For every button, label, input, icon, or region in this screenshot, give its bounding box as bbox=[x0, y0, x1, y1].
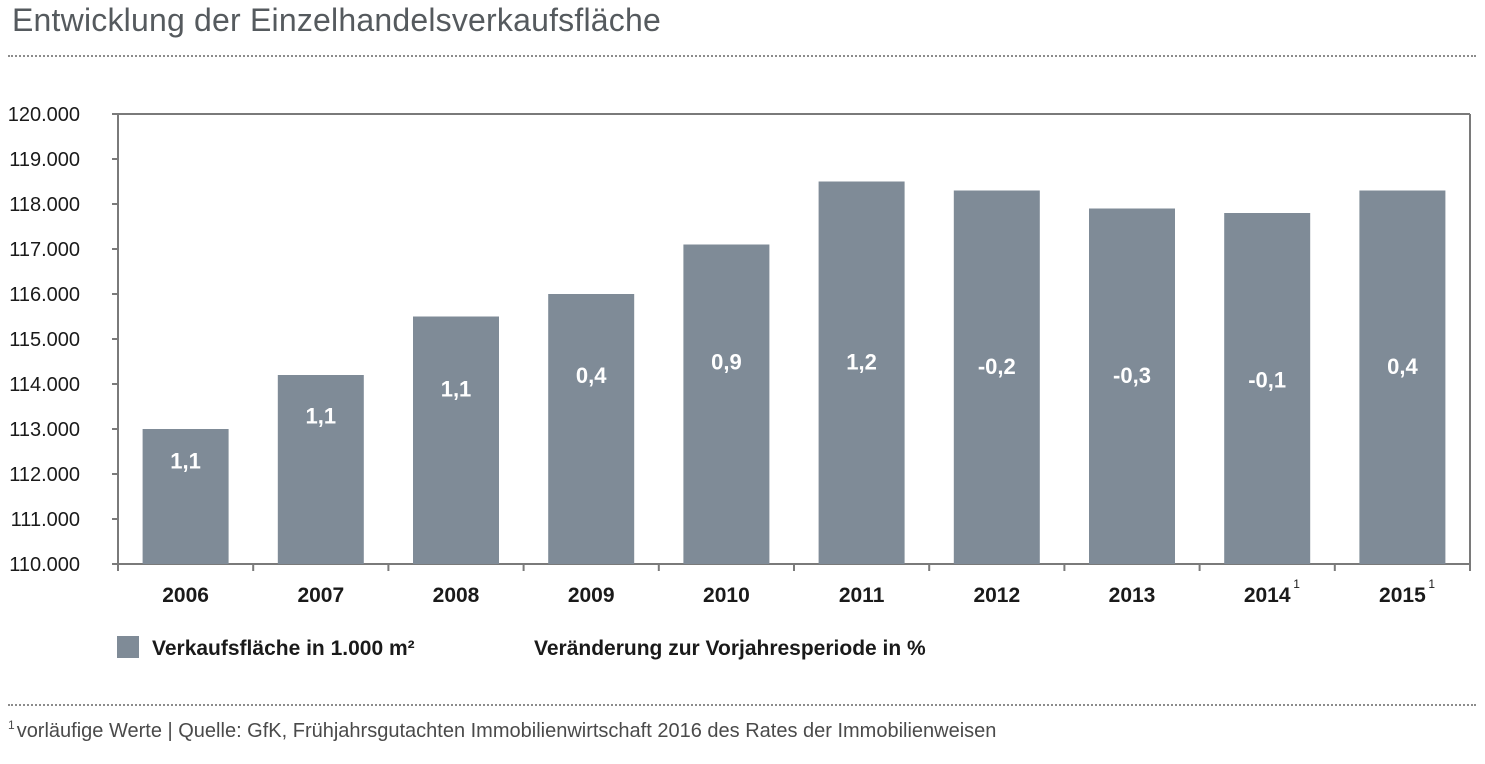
bar-change-label: 1,1 bbox=[441, 377, 472, 402]
bar bbox=[277, 375, 364, 564]
legend-swatch bbox=[117, 636, 139, 658]
bar-chart: 110.000 111.000 112.000 113.000 114.000 115.0… bbox=[8, 104, 1471, 660]
chart-title: Entwicklung der Einzelhandelsverkaufsflä… bbox=[12, 2, 661, 38]
y-tick-label: 118.000 bbox=[9, 194, 80, 216]
bar-change-label: -0,3 bbox=[1113, 363, 1151, 388]
y-tick-label: 110.000 bbox=[9, 554, 80, 576]
x-tick-label: 2014 bbox=[1244, 584, 1291, 607]
x-tick-label: 2008 bbox=[433, 584, 480, 607]
x-tick-label: 2007 bbox=[297, 584, 344, 607]
y-tick-label: 120.000 bbox=[8, 104, 80, 126]
bar-change-label: 1,1 bbox=[306, 404, 337, 429]
bar bbox=[953, 190, 1040, 564]
x-tick-superscript: 1 bbox=[1293, 577, 1300, 591]
bar bbox=[142, 429, 229, 564]
x-tick-label: 2015 bbox=[1379, 584, 1426, 607]
footnote-divider bbox=[8, 704, 1476, 706]
y-tick-label: 115.000 bbox=[9, 329, 80, 351]
x-tick-superscript: 1 bbox=[1428, 577, 1435, 591]
footnote: 1 vorläufige Werte | Quelle: GfK, Frühjah… bbox=[8, 718, 996, 743]
x-tick-label: 2011 bbox=[839, 584, 885, 607]
x-tick-label: 2010 bbox=[703, 584, 750, 607]
bar bbox=[1224, 213, 1311, 564]
y-tick-label: 112.000 bbox=[9, 464, 80, 486]
x-tick-label: 2006 bbox=[162, 584, 209, 607]
y-tick-label: 117.000 bbox=[9, 239, 80, 261]
bar bbox=[683, 244, 770, 564]
title-divider bbox=[8, 55, 1476, 57]
bar bbox=[1359, 190, 1446, 564]
bar bbox=[413, 316, 499, 564]
y-tick-label: 116.000 bbox=[9, 284, 80, 306]
footnote-text: vorläufige Werte | Quelle: GfK, Frühjahr… bbox=[16, 720, 997, 742]
x-tick-label: 2009 bbox=[568, 584, 615, 607]
bar-change-label: 0,4 bbox=[1387, 354, 1418, 379]
bar-change-label: 0,4 bbox=[576, 363, 607, 388]
bar-change-label: 1,1 bbox=[170, 449, 201, 474]
y-tick-label: 111.000 bbox=[11, 509, 80, 531]
y-tick-label: 119.000 bbox=[9, 149, 80, 171]
bar-change-label: 1,2 bbox=[846, 350, 877, 375]
bar bbox=[548, 294, 635, 564]
x-tick-label: 2012 bbox=[973, 584, 1020, 607]
bar-change-label: -0,2 bbox=[978, 354, 1016, 379]
legend-label-change: Veränderung zur Vorjahresperiode in % bbox=[534, 637, 926, 660]
x-tick-label: 2013 bbox=[1109, 584, 1156, 607]
bar bbox=[1089, 208, 1175, 564]
footnote-marker: 1 bbox=[8, 718, 15, 732]
bar bbox=[818, 181, 905, 564]
legend-label-area: Verkaufsfläche in 1.000 m² bbox=[152, 637, 415, 660]
y-tick-label: 114.000 bbox=[9, 374, 80, 396]
y-tick-label: 113.000 bbox=[9, 419, 80, 441]
bar-change-label: -0,1 bbox=[1248, 368, 1286, 393]
bar-change-label: 0,9 bbox=[711, 350, 742, 375]
